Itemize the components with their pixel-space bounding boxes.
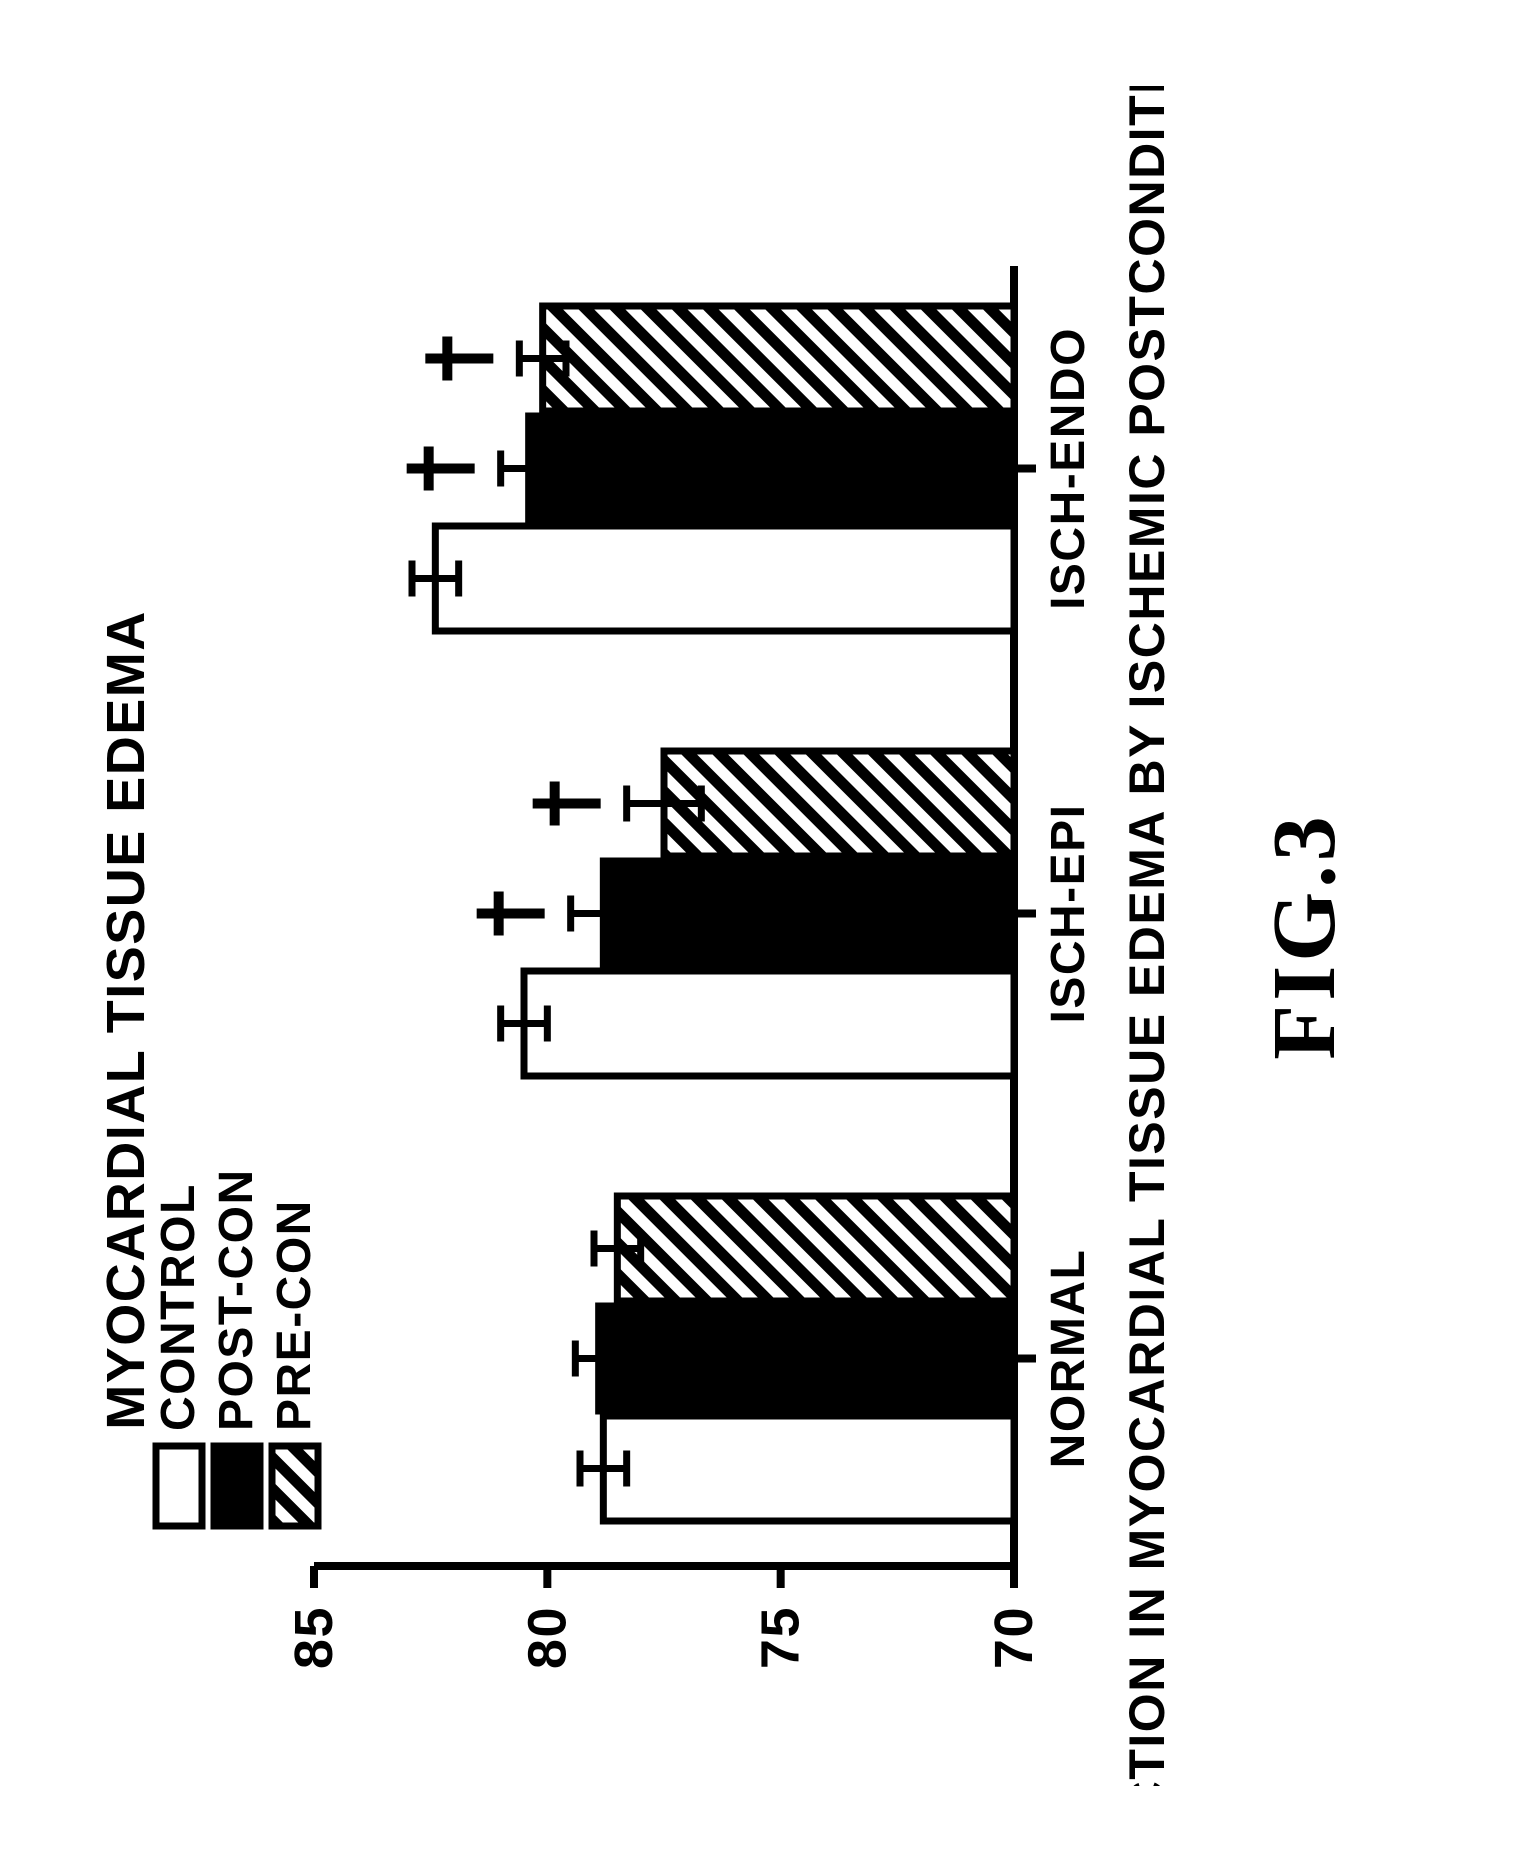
bar — [603, 1416, 1014, 1521]
y-tick-label: 70 — [984, 1606, 1044, 1669]
legend-swatch — [214, 1446, 260, 1526]
bar — [603, 861, 1014, 966]
figure-label: FIG.3 — [1255, 812, 1354, 1060]
chart-title: MYOCARDIAL TISSUE EDEMA — [96, 610, 156, 1430]
legend-swatch — [272, 1446, 318, 1526]
x-tick-label: ISCH-EPI — [1042, 803, 1095, 1023]
bar — [529, 416, 1014, 521]
bar — [664, 751, 1014, 856]
legend-label: POST-CON — [210, 1168, 263, 1431]
x-tick-label: ISCH-ENDO — [1042, 327, 1095, 610]
x-tick-label: NORMAL — [1042, 1249, 1095, 1469]
chart-subtitle: REDUCTION IN MYOCARDIAL TISSUE EDEMA BY … — [1119, 86, 1175, 1786]
y-tick-label: 80 — [517, 1606, 577, 1669]
legend-swatch — [156, 1446, 202, 1526]
legend-label: PRE-CON — [268, 1199, 321, 1431]
bar — [524, 971, 1014, 1076]
bar — [599, 1306, 1014, 1411]
bar — [435, 526, 1014, 631]
bar — [543, 306, 1014, 411]
y-tick-label: 85 — [284, 1606, 344, 1669]
y-tick-label: 75 — [751, 1606, 811, 1669]
bar — [617, 1196, 1014, 1301]
rotated-chart-container: MYOCARDIAL TISSUE EDEMACONTROLPOST-CONPR… — [64, 86, 1464, 1786]
legend-label: CONTROL — [152, 1183, 205, 1431]
